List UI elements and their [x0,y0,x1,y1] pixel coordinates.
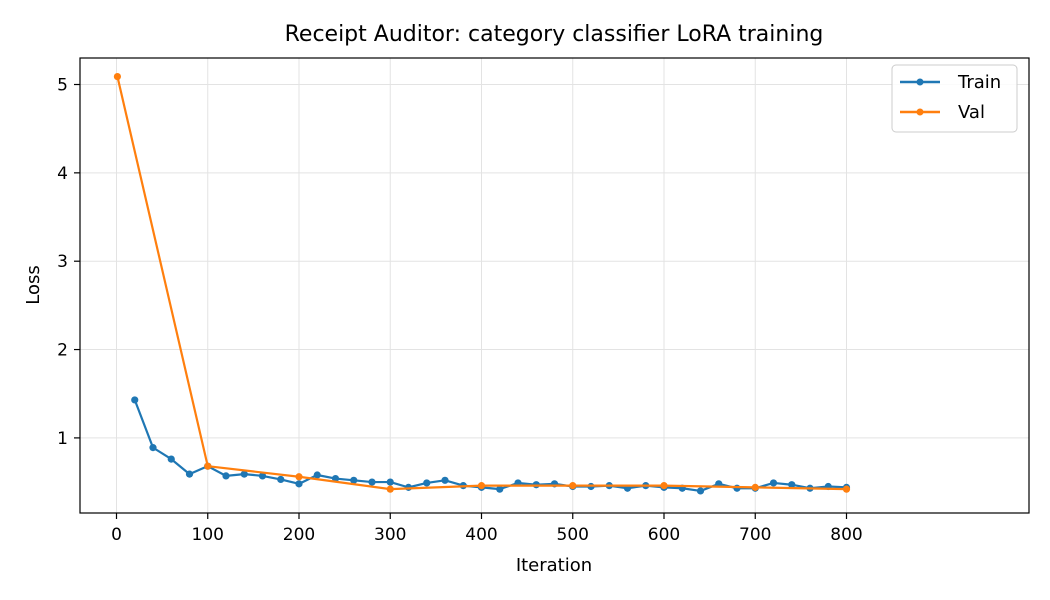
train-data-point [331,474,340,483]
x-axis-label: Iteration [516,555,592,576]
train-data-point [441,476,449,484]
legend-train-marker [916,78,924,86]
legend: Train Val [891,64,1018,133]
train-data-point [368,478,376,486]
val-data-point [842,485,851,493]
val-data-point [751,483,759,491]
train-data-point [258,472,267,480]
y-tick-label: 3 [57,252,68,272]
legend-train-label: Train [957,72,1001,93]
x-tick-label: 100 [192,525,224,545]
y-axis-label: Loss [23,265,44,304]
train-data-point [131,396,139,404]
train-data-point [350,476,358,484]
train-series-line [133,399,847,493]
y-tick-label: 4 [57,164,68,184]
legend-val-label: Val [958,102,985,123]
chart-title: Receipt Auditor: category classifier LoR… [285,22,824,47]
x-tick-label: 600 [648,525,680,545]
val-data-point [477,482,486,490]
train-data-point [788,481,796,489]
x-tick-label: 400 [465,525,497,545]
x-tick-label: 500 [557,525,589,545]
x-tick-label: 800 [830,525,862,545]
train-data-point [240,470,248,478]
series-layer [113,72,851,495]
x-tick-label: 300 [374,525,406,545]
axis-ticks: 0 100 200 300 400 500 600 700 800 1 2 3 4 5 [57,76,863,545]
val-data-point [204,462,212,470]
val-data-point [113,72,122,81]
val-data-point [295,473,303,481]
train-data-point [386,478,394,486]
val-data-point [569,482,577,490]
train-data-point [733,484,741,492]
train-data-point [167,455,175,463]
train-data-point [185,470,194,478]
legend-val-marker [916,108,924,116]
train-data-point [313,471,321,479]
x-tick-label: 700 [739,525,771,545]
train-data-point [295,480,303,488]
grid-lines [80,58,1029,513]
val-data-point [660,482,668,490]
train-data-point [696,487,705,495]
train-data-point [423,479,431,487]
train-data-point [222,472,230,480]
train-data-point [496,485,504,493]
x-tick-label: 0 [111,525,122,545]
y-tick-label: 5 [57,76,68,96]
x-tick-label: 200 [283,525,315,545]
y-tick-label: 1 [57,429,68,449]
train-data-point [277,475,285,484]
train-data-point [769,479,778,487]
val-data-point [386,485,394,493]
plot-frame [79,57,1030,514]
y-tick-label: 2 [57,341,68,361]
train-data-point [149,444,157,452]
